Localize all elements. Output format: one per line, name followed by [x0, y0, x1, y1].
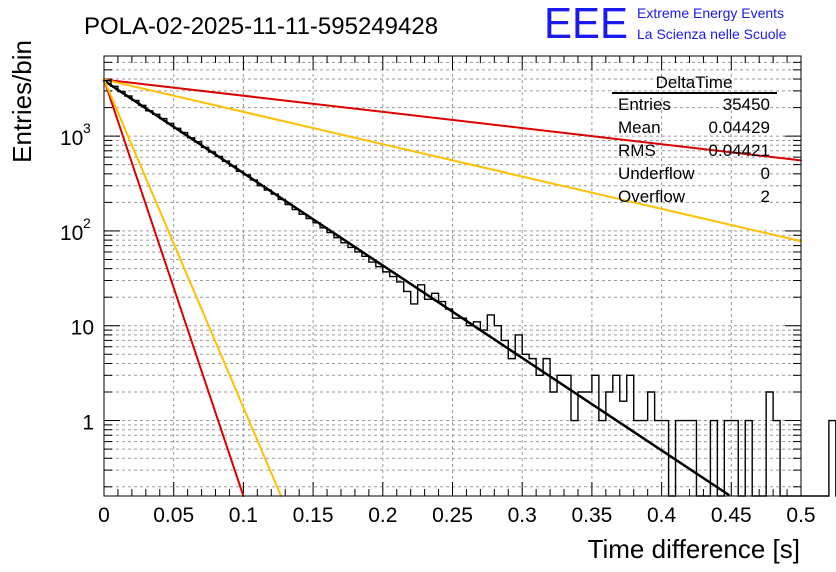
x-tick-label: 0 [98, 504, 110, 527]
logo-eee-text: EEE [544, 0, 628, 48]
fit-line-red-slow [103, 78, 802, 162]
y-tick-label: 10 [60, 222, 83, 245]
stats-label-underflow: Underflow [618, 164, 695, 183]
y-axis-label: Entries/bin [7, 40, 37, 163]
y-tick-label-exponent: 2 [83, 215, 91, 231]
stats-label-rms: RMS [618, 141, 656, 160]
logo-line1: Extreme Energy Events [637, 5, 784, 21]
x-tick-label: 0.25 [432, 504, 473, 527]
y-tick-label: 10 [60, 127, 83, 150]
x-tick-label: 0.45 [711, 504, 752, 527]
stats-label-mean: Mean [618, 118, 661, 137]
x-axis-label: Time difference [s] [588, 534, 800, 564]
stats-value-rms: 0.04421 [709, 141, 770, 160]
histogram-outline [104, 79, 836, 497]
x-tick-label: 0.4 [647, 504, 677, 527]
chart-title: POLA-02-2025-11-11-595249428 [84, 13, 438, 40]
eee-logo: EEE Extreme Energy Events La Scienza nel… [544, 0, 787, 48]
fit-line-orange-slow [103, 78, 802, 243]
x-tick-label: 0.2 [368, 504, 397, 527]
stats-value-underflow: 0 [761, 164, 770, 183]
stats-value-entries: 35450 [723, 95, 770, 114]
plot-frame [103, 55, 802, 497]
x-tick-label: 0.3 [508, 504, 537, 527]
y-tick-label: 1 [82, 412, 94, 435]
grid [104, 55, 801, 496]
stats-value-overflow: 2 [761, 187, 770, 206]
x-tick-label: 0.35 [571, 504, 612, 527]
stats-value-mean: 0.04429 [709, 118, 770, 137]
x-tick-label: 0.05 [153, 504, 194, 527]
logo-line2: La Scienza nelle Scuole [637, 26, 787, 42]
y-tick-label-exponent: 3 [83, 120, 91, 136]
stats-title: DeltaTime [656, 73, 733, 92]
histogram [104, 79, 836, 497]
fit-line-red-fast [103, 78, 245, 497]
y-tick-label: 10 [71, 317, 94, 340]
fit-line-orange-fast [103, 78, 283, 497]
stats-box: DeltaTime Entries 35450 Mean 0.04429 RMS… [612, 73, 777, 206]
x-tick-label: 0.5 [786, 504, 815, 527]
x-tick-label: 0.15 [293, 504, 334, 527]
x-tick-label: 0.1 [229, 504, 258, 527]
stats-label-entries: Entries [618, 95, 671, 114]
x-tick-labels: 0 0.05 0.1 0.15 0.2 0.25 0.3 0.35 0.4 0.45 0.5 [98, 504, 815, 527]
stats-label-overflow: Overflow [618, 187, 686, 206]
